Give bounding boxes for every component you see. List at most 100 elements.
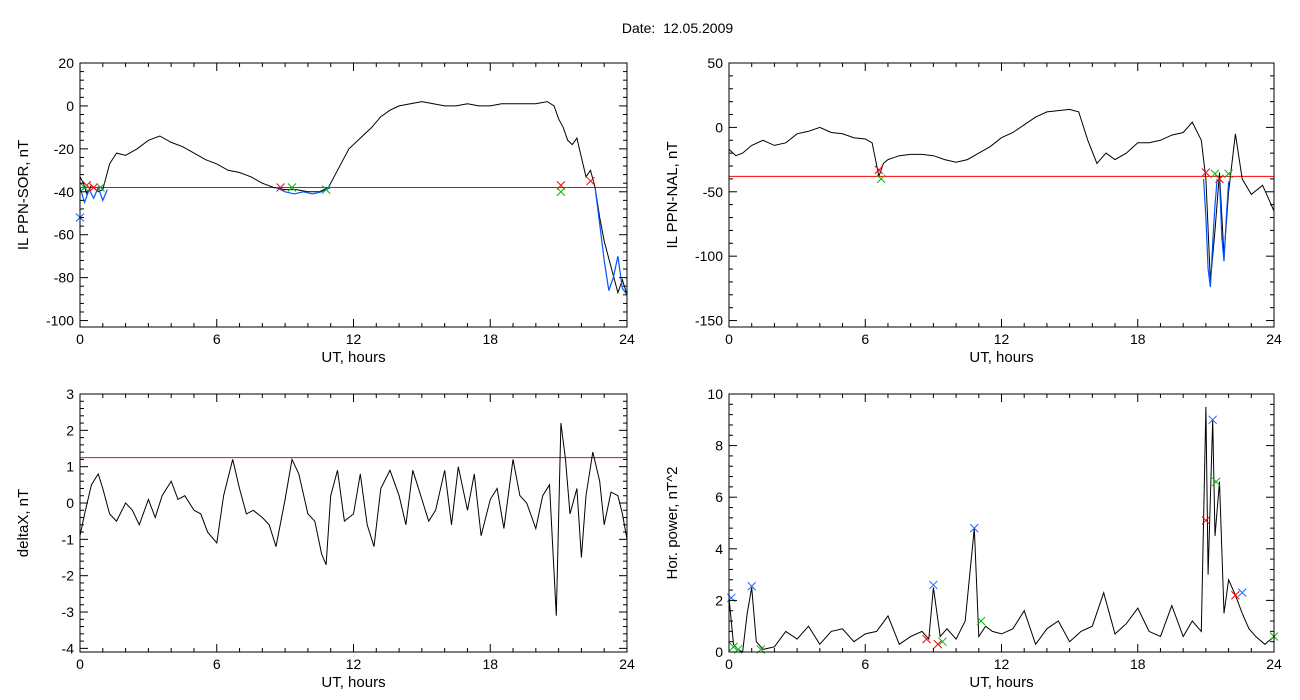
y-tick-label: -50 xyxy=(703,184,723,200)
x-tick-label: 24 xyxy=(619,331,635,347)
y-tick-label: 4 xyxy=(715,541,723,557)
x-tick-label: 18 xyxy=(482,331,498,347)
series-line-0 xyxy=(79,101,628,295)
y-tick-label: -100 xyxy=(46,313,74,329)
series-line-0 xyxy=(79,423,628,616)
y-tick-label: 3 xyxy=(66,386,74,402)
panel-ppn-nal: 0 6 12 18 24 50 0 -50 -100 -150 UT, hours IL PPN-NA… xyxy=(664,55,1282,366)
x-tick-label: 6 xyxy=(213,331,221,347)
figure-title: Date: 12.05.2009 xyxy=(621,20,734,36)
marker-green-8 xyxy=(938,637,947,647)
series-line-0 xyxy=(728,108,1275,282)
x-tick-label: 0 xyxy=(76,331,84,347)
x-tick-label: 12 xyxy=(346,331,362,347)
x-tick-label: 6 xyxy=(213,656,221,672)
y-axis-label: IL PPN-NAL, nT xyxy=(664,142,681,249)
marker-green-8 xyxy=(556,187,566,197)
y-axis-label: deltaX, nT xyxy=(15,489,32,557)
plot-frame xyxy=(728,393,1275,653)
marker-red-2 xyxy=(1201,168,1211,177)
y-tick-label: 2 xyxy=(715,592,723,608)
marker-green-5 xyxy=(1224,169,1233,179)
marker-red-9 xyxy=(586,176,595,186)
marker-red-0 xyxy=(874,165,884,175)
y-tick-label: -150 xyxy=(695,313,723,329)
y-tick-label: 1 xyxy=(66,459,74,475)
y-tick-label: 6 xyxy=(715,489,723,505)
panel-deltax: 0 6 12 18 24 3 2 1 0 -1 -2 -3 -4 UT, hours deltaX, nT xyxy=(15,386,635,691)
y-tick-label: -4 xyxy=(62,640,75,656)
marker-red-7 xyxy=(933,639,943,649)
x-axis-label: UT, hours xyxy=(969,349,1033,366)
y-tick-label: 8 xyxy=(715,438,723,454)
x-axis-label: UT, hours xyxy=(969,674,1033,691)
marker-blue-15 xyxy=(1237,588,1247,598)
panel-ppn-sor: 0 6 12 18 24 20 0 -20 -40 -60 -80 -100 UT, hours IL P… xyxy=(15,55,635,366)
x-tick-label: 18 xyxy=(1130,656,1146,672)
y-tick-label: 50 xyxy=(707,55,723,71)
highlight-segment-1 xyxy=(275,186,331,195)
marker-red-4 xyxy=(276,183,285,192)
y-axis-label: Hor. power, nT^2 xyxy=(664,467,681,580)
highlight-segment-2 xyxy=(594,187,628,296)
highlight-segment-0 xyxy=(1203,178,1218,288)
marker-green-5 xyxy=(287,183,297,192)
x-tick-label: 12 xyxy=(994,331,1010,347)
marker-red-5 xyxy=(922,634,931,644)
marker-green-10 xyxy=(976,616,986,626)
x-tick-label: 0 xyxy=(76,656,84,672)
marker-green-1 xyxy=(729,642,738,652)
x-tick-label: 6 xyxy=(861,656,869,672)
marker-blue-6 xyxy=(929,580,938,590)
y-tick-label: -60 xyxy=(54,227,74,243)
y-tick-label: 0 xyxy=(66,98,74,114)
series-line-0 xyxy=(728,406,1275,653)
y-tick-label: 2 xyxy=(66,422,74,438)
x-tick-label: 24 xyxy=(1266,331,1282,347)
highlight-segment-1 xyxy=(1218,178,1230,262)
marker-red-1 xyxy=(89,183,99,192)
y-tick-label: -1 xyxy=(62,531,75,547)
y-tick-label: 10 xyxy=(707,386,723,402)
y-tick-label: -80 xyxy=(54,270,74,286)
marker-green-2 xyxy=(80,183,89,192)
y-tick-label: 0 xyxy=(66,495,74,511)
marker-blue-12 xyxy=(1208,415,1218,425)
marker-green-3 xyxy=(96,183,105,192)
y-tick-label: -3 xyxy=(62,604,75,620)
marker-red-7 xyxy=(556,180,566,190)
marker-green-1 xyxy=(876,174,886,184)
panel-hor-power: 0 6 12 18 24 10 8 6 4 2 0 UT, hours Hor. power, nT^2 xyxy=(664,386,1282,691)
x-tick-label: 12 xyxy=(994,656,1010,672)
y-tick-label: -2 xyxy=(62,568,75,584)
plot-frame xyxy=(79,393,628,653)
plot-frame xyxy=(728,62,1275,328)
x-tick-label: 0 xyxy=(725,656,733,672)
plot-frame xyxy=(79,62,628,328)
marker-red-14 xyxy=(1231,590,1240,600)
x-tick-label: 18 xyxy=(482,656,498,672)
y-tick-label: 20 xyxy=(58,55,74,71)
y-tick-label: -20 xyxy=(54,141,74,157)
highlight-segment-0 xyxy=(79,185,108,205)
x-tick-label: 0 xyxy=(725,331,733,347)
marker-blue-9 xyxy=(969,523,979,533)
y-tick-label: 0 xyxy=(715,119,723,135)
x-tick-label: 12 xyxy=(346,656,362,672)
marker-red-11 xyxy=(1201,516,1211,525)
x-tick-label: 18 xyxy=(1130,331,1146,347)
x-axis-label: UT, hours xyxy=(321,349,385,366)
marker-blue-3 xyxy=(747,581,757,591)
x-axis-label: UT, hours xyxy=(321,674,385,691)
x-tick-label: 6 xyxy=(861,331,869,347)
y-axis-label: IL PPN-SOR, nT xyxy=(15,140,32,250)
y-tick-label: -100 xyxy=(695,248,723,264)
x-tick-label: 24 xyxy=(619,656,635,672)
marker-green-4 xyxy=(1210,169,1220,179)
marker-green-13 xyxy=(1211,477,1221,487)
y-tick-label: -40 xyxy=(54,184,74,200)
marker-green-6 xyxy=(321,185,331,194)
x-tick-label: 24 xyxy=(1266,656,1282,672)
y-tick-label: 0 xyxy=(715,644,723,660)
